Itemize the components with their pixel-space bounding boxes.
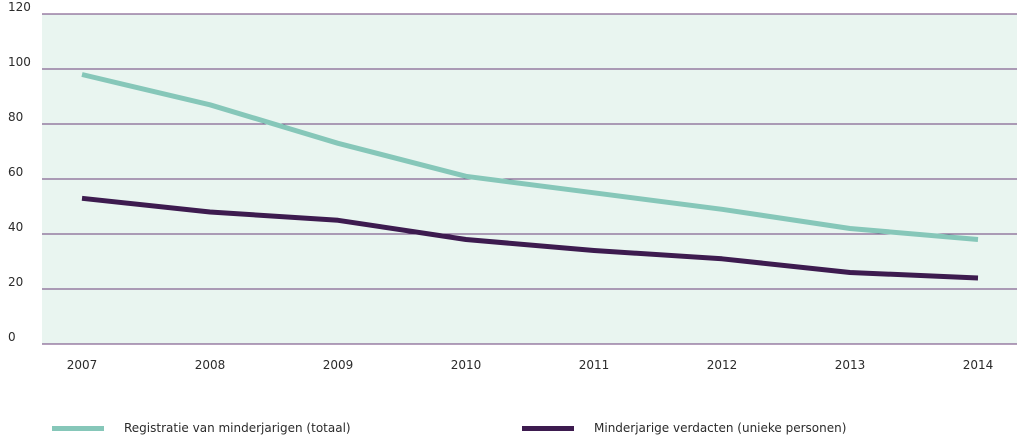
x-tick-label: 2011 <box>579 358 610 372</box>
x-tick-label: 2007 <box>67 358 98 372</box>
series-line-registratie <box>81 72 979 242</box>
y-tick-label: 60 <box>8 165 23 179</box>
x-tick-label: 2010 <box>451 358 482 372</box>
y-tick-label: 0 <box>8 330 16 344</box>
y-tick-label: 120 <box>8 0 31 14</box>
series-lines <box>81 72 979 281</box>
y-axis-ticks: 0 20 40 60 80 100 120 <box>8 0 31 344</box>
legend-item-verdachten: Minderjarige verdacten (unieke personen) <box>522 418 846 438</box>
y-tick-label: 100 <box>8 55 31 69</box>
y-tick-label: 80 <box>8 110 23 124</box>
legend-swatch-verdachten <box>522 425 574 431</box>
y-tick-label: 40 <box>8 220 23 234</box>
series-line-verdachten <box>81 195 979 281</box>
x-tick-label: 2014 <box>963 358 994 372</box>
legend-swatch-registratie <box>52 425 104 431</box>
x-tick-label: 2013 <box>835 358 866 372</box>
legend-item-registratie: Registratie van minderjarigen (totaal) <box>52 418 351 438</box>
legend-label-verdachten: Minderjarige verdacten (unieke personen) <box>594 421 847 435</box>
gridlines <box>42 13 1017 345</box>
x-tick-label: 2008 <box>195 358 226 372</box>
legend: Registratie van minderjarigen (totaal) M… <box>0 418 1017 438</box>
x-tick-label: 2012 <box>707 358 738 372</box>
legend-label-registratie: Registratie van minderjarigen (totaal) <box>124 421 351 435</box>
y-tick-label: 20 <box>8 275 23 289</box>
x-tick-label: 2009 <box>323 358 354 372</box>
x-axis-ticks: 2007 2008 2009 2010 2011 2012 2013 2014 <box>67 358 994 372</box>
